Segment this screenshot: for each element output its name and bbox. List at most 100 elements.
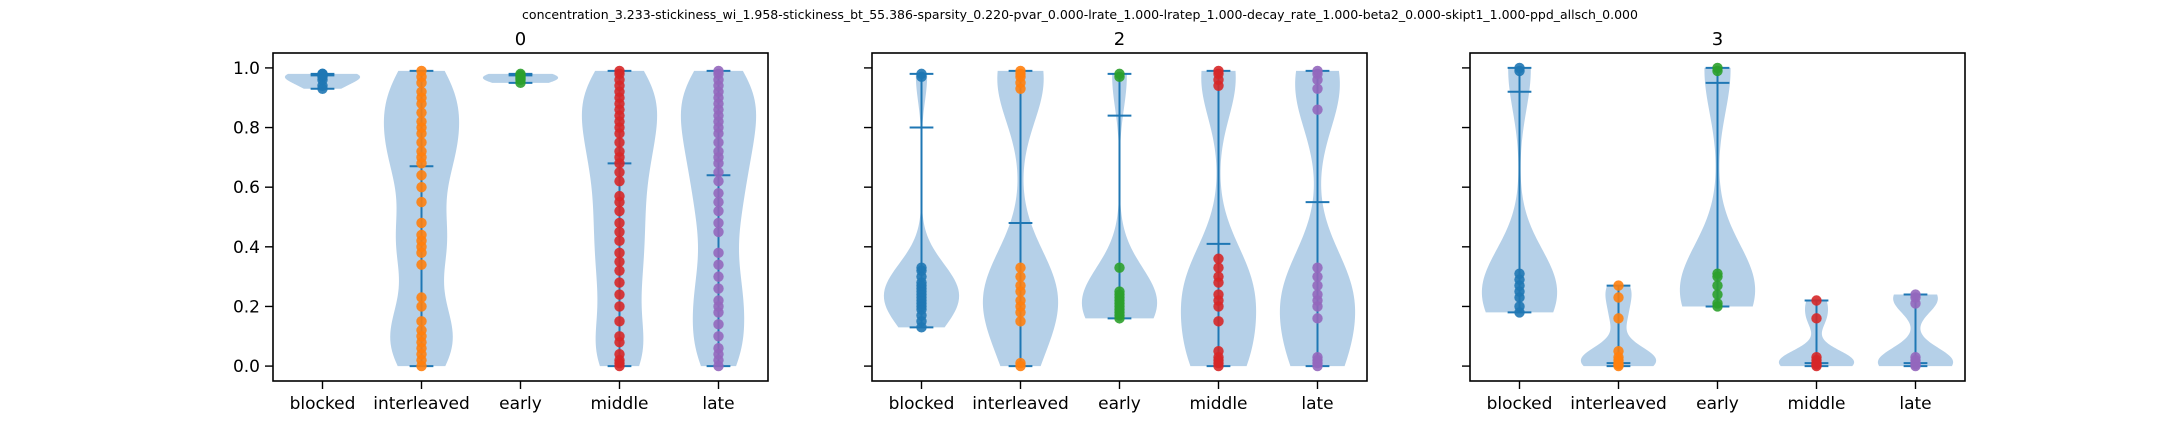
data-point bbox=[1811, 295, 1822, 306]
data-point bbox=[614, 217, 625, 229]
data-point bbox=[1312, 313, 1323, 324]
data-point bbox=[416, 325, 427, 336]
data-point bbox=[713, 259, 724, 270]
data-point bbox=[713, 343, 724, 354]
data-point bbox=[1114, 262, 1125, 273]
data-point bbox=[614, 265, 625, 276]
violin-blocked bbox=[284, 68, 361, 94]
data-point bbox=[614, 146, 625, 157]
x-tick-label: blocked bbox=[889, 394, 955, 414]
data-point bbox=[416, 65, 427, 77]
data-point bbox=[416, 217, 427, 229]
violin-interleaved bbox=[383, 65, 460, 372]
data-point bbox=[1514, 268, 1525, 279]
data-point bbox=[614, 226, 625, 238]
data-point bbox=[416, 146, 427, 157]
panel-title: 3 bbox=[1712, 29, 1723, 50]
data-point bbox=[614, 289, 625, 300]
y-tick-label: 0.2 bbox=[233, 297, 260, 317]
y-tick-label: 0.8 bbox=[233, 119, 260, 139]
data-point bbox=[1213, 271, 1224, 282]
data-point bbox=[416, 170, 427, 181]
violin-early bbox=[1081, 68, 1158, 324]
data-point bbox=[614, 167, 625, 178]
x-tick-label: blocked bbox=[1487, 394, 1553, 414]
y-tick-label: 0.6 bbox=[233, 178, 260, 198]
data-point bbox=[1015, 280, 1026, 291]
y-tick-label: 0.0 bbox=[233, 357, 260, 377]
data-point bbox=[1114, 68, 1125, 80]
x-tick-label: early bbox=[499, 394, 542, 414]
data-point bbox=[1613, 280, 1624, 291]
data-point bbox=[1015, 65, 1026, 77]
figure-title: concentration_3.233-stickiness_wi_1.958-… bbox=[522, 7, 1638, 22]
data-point bbox=[1712, 268, 1723, 279]
data-point bbox=[1312, 104, 1323, 115]
data-point bbox=[614, 301, 625, 312]
violin-early bbox=[1679, 62, 1756, 312]
violin-interleaved bbox=[982, 65, 1059, 372]
panel-title: 0 bbox=[515, 29, 526, 50]
data-point bbox=[416, 196, 427, 208]
data-point bbox=[416, 181, 427, 193]
data-point bbox=[916, 68, 927, 80]
axes-frame bbox=[272, 52, 769, 382]
x-tick-label: early bbox=[1696, 394, 1739, 414]
data-point bbox=[614, 256, 625, 267]
data-point bbox=[1613, 345, 1624, 357]
data-point bbox=[614, 137, 625, 148]
data-point bbox=[1910, 289, 1921, 300]
data-point bbox=[1910, 351, 1921, 363]
data-point bbox=[1015, 271, 1026, 282]
panel-0: 0 0.0 0.2 0.4 0.6 0.8 1.0 blocked interleaved ear… bbox=[233, 29, 769, 414]
violin-late bbox=[1279, 65, 1356, 372]
data-point bbox=[1213, 289, 1224, 300]
data-point bbox=[416, 86, 427, 97]
data-point bbox=[713, 187, 724, 199]
data-point bbox=[1312, 271, 1323, 282]
data-point bbox=[713, 226, 724, 238]
data-point bbox=[1712, 289, 1723, 300]
data-point bbox=[317, 68, 328, 80]
data-point bbox=[1015, 316, 1026, 327]
data-point bbox=[1312, 262, 1323, 273]
data-point bbox=[614, 316, 625, 327]
data-point bbox=[1015, 262, 1026, 273]
y-tick-label: 0.4 bbox=[233, 238, 260, 258]
data-point bbox=[416, 137, 427, 148]
panels: 0 0.0 0.2 0.4 0.6 0.8 1.0 blocked interleaved ear… bbox=[233, 29, 1966, 414]
data-point bbox=[614, 176, 625, 187]
x-tick-label: late bbox=[1899, 394, 1931, 414]
data-point bbox=[1213, 65, 1224, 77]
violin-blocked bbox=[1481, 62, 1558, 318]
x-tick-label: middle bbox=[1189, 394, 1247, 414]
data-point bbox=[713, 167, 724, 178]
x-tick-label: middle bbox=[590, 394, 648, 414]
x-tick-label: middle bbox=[1787, 394, 1845, 414]
data-point bbox=[1811, 313, 1822, 324]
x-tick-label: blocked bbox=[290, 394, 356, 414]
data-point bbox=[614, 65, 625, 77]
violin-middle bbox=[1778, 295, 1855, 372]
data-point bbox=[1712, 298, 1723, 309]
data-point bbox=[1312, 65, 1323, 77]
data-point bbox=[713, 146, 724, 157]
data-point bbox=[713, 196, 724, 208]
data-point bbox=[1312, 280, 1323, 291]
data-point bbox=[1514, 301, 1525, 312]
data-point bbox=[1213, 345, 1224, 357]
data-point bbox=[416, 301, 427, 312]
x-tick-label: late bbox=[702, 394, 734, 414]
data-point bbox=[713, 319, 724, 330]
data-point bbox=[1213, 262, 1224, 273]
data-point bbox=[713, 331, 724, 342]
data-point bbox=[416, 259, 427, 270]
data-point bbox=[713, 271, 724, 282]
data-point bbox=[713, 137, 724, 148]
x-tick-label: interleaved bbox=[972, 394, 1069, 414]
violin-interleaved bbox=[1580, 280, 1657, 372]
data-point bbox=[916, 262, 927, 273]
data-point bbox=[1015, 357, 1026, 369]
axes-frame bbox=[871, 52, 1368, 382]
data-point bbox=[614, 235, 625, 247]
